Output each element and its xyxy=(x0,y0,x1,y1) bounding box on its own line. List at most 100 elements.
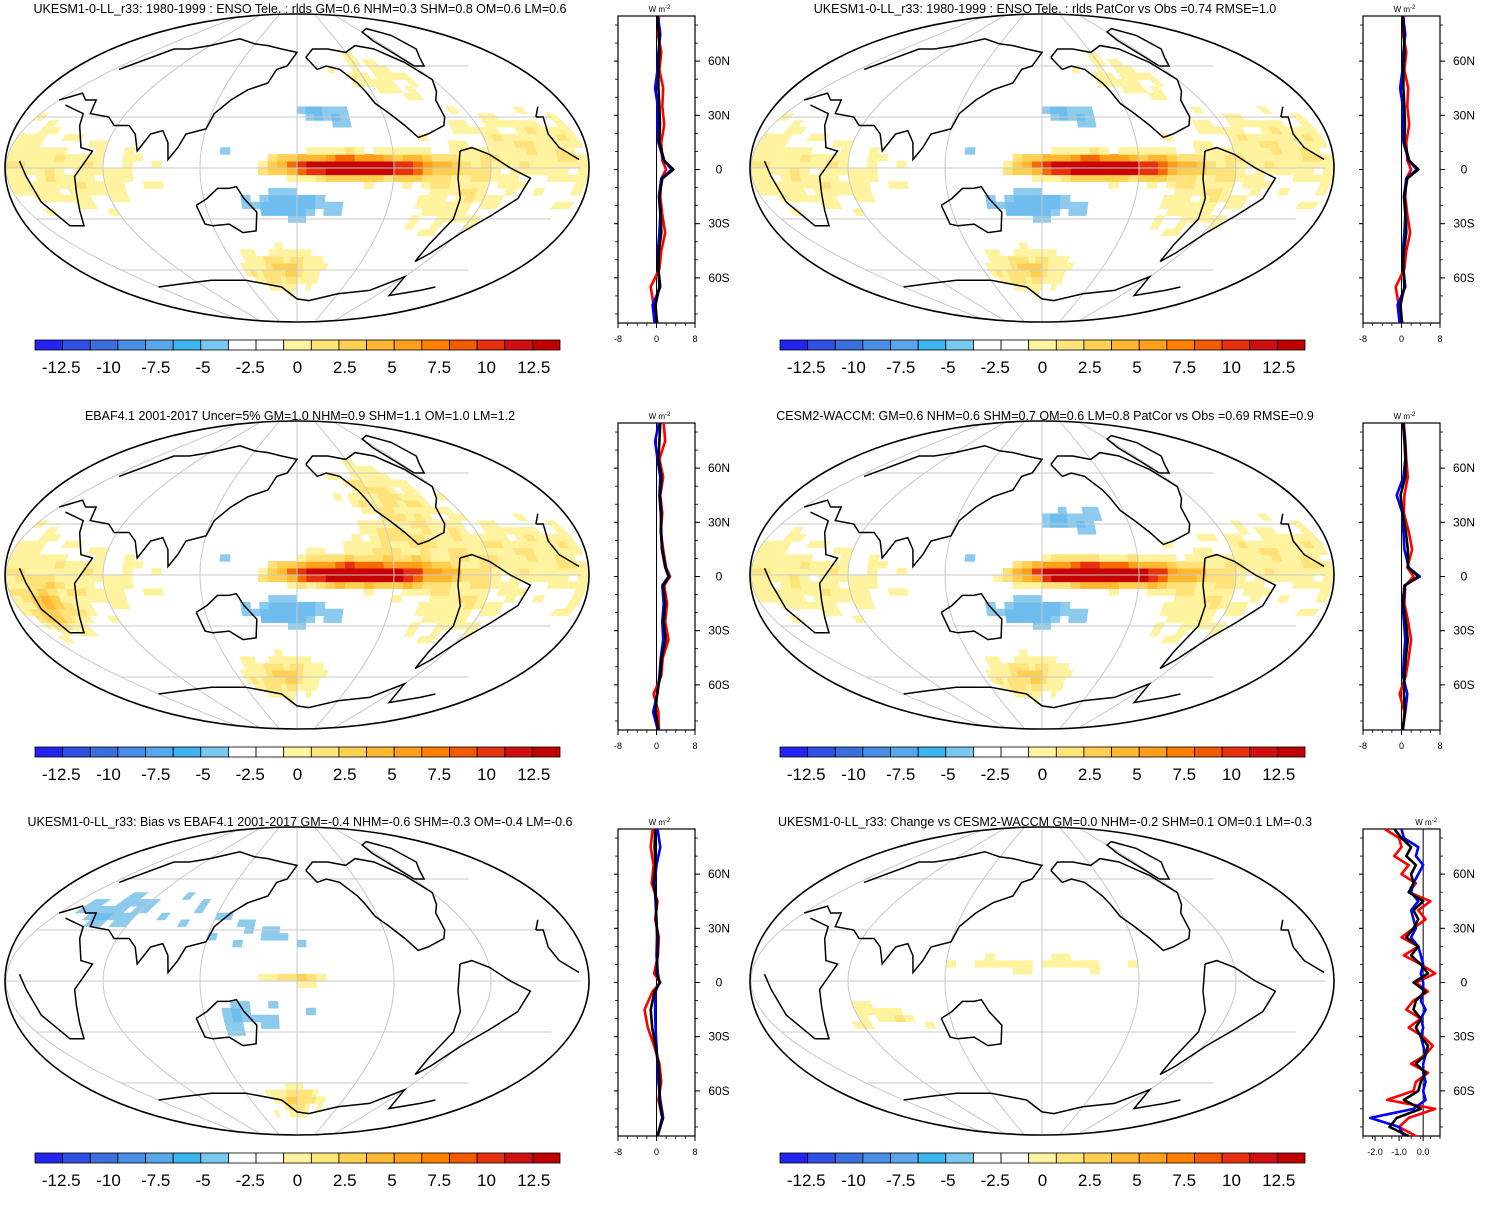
colorbar-box xyxy=(890,1152,919,1164)
colorbar-box xyxy=(1111,746,1140,758)
colorbar: -12.5 -10 -7.5 -5 -2.5 0 2.5 5 7.5 10 12.5 xyxy=(34,339,561,377)
colorbar-label: -12.5 xyxy=(787,765,826,784)
coastlines xyxy=(763,434,1325,709)
y-tick-label: 30N xyxy=(1453,515,1475,529)
map-panel: UKESM1-0-LL_r33: Change vs CESM2-WACCM G… xyxy=(745,813,1485,1208)
colorbar-box xyxy=(973,746,1002,758)
colorbar-box xyxy=(172,339,202,351)
x-tick-label: -8 xyxy=(1359,334,1367,344)
colorbar-box xyxy=(200,339,229,351)
colorbar-label: -7.5 xyxy=(141,358,170,377)
colorbar-box xyxy=(973,339,1002,351)
map xyxy=(749,420,1335,730)
graticule xyxy=(5,14,581,322)
profile-line-red xyxy=(1398,422,1415,731)
panel-title: EBAF4.1 2001-2017 Uncer=5% GM=1.0 NHM=0.… xyxy=(84,409,516,423)
map-frame xyxy=(4,826,590,1136)
y-tick-label: 60N xyxy=(708,867,730,881)
x-tick-label: -8 xyxy=(614,334,622,344)
colorbar-box xyxy=(504,746,533,758)
coastlines xyxy=(18,434,580,709)
colorbar-label: 2.5 xyxy=(333,765,357,784)
colorbar: -12.5 -10 -7.5 -5 -2.5 0 2.5 5 7.5 10 12.5 xyxy=(779,746,1306,784)
colorbar-label: 5 xyxy=(1132,765,1141,784)
colorbar-box xyxy=(145,746,174,758)
colorbar-box xyxy=(393,1152,423,1164)
colorbar-box xyxy=(917,746,947,758)
y-tick-label: 30S xyxy=(708,624,729,638)
y-tick-label: 60S xyxy=(1453,271,1474,285)
colorbar-box xyxy=(1138,339,1168,351)
colorbar-box xyxy=(1276,1152,1306,1164)
colorbar-box xyxy=(145,339,174,351)
colorbar-box xyxy=(504,339,533,351)
map-field xyxy=(5,421,589,729)
colorbar-label: 5 xyxy=(1132,1171,1141,1190)
colorbar-box xyxy=(1166,339,1195,351)
colorbar-box xyxy=(117,746,146,758)
profile-line-blue xyxy=(1395,422,1422,731)
map-frame xyxy=(749,826,1335,1136)
colorbar-box xyxy=(34,746,64,758)
colorbar-label: -10 xyxy=(96,765,121,784)
colorbar-box xyxy=(807,746,836,758)
colorbar-label: -5 xyxy=(195,358,210,377)
colorbar-box xyxy=(310,339,340,351)
y-tick-label: 0 xyxy=(1461,163,1468,177)
colorbar-box xyxy=(89,746,119,758)
colorbar-label: 7.5 xyxy=(427,765,451,784)
colorbar-label: 7.5 xyxy=(1172,358,1196,377)
colorbar-label: -2.5 xyxy=(981,765,1010,784)
coastlines xyxy=(18,840,580,1115)
colorbar-label: 10 xyxy=(477,358,496,377)
colorbar-label: -2.5 xyxy=(236,765,265,784)
colorbar-label: 12.5 xyxy=(517,1171,550,1190)
colorbar-box xyxy=(338,746,367,758)
colorbar-box xyxy=(393,746,423,758)
coastlines xyxy=(763,840,1325,1115)
y-tick-label: 30N xyxy=(708,515,730,529)
colorbar-box xyxy=(1111,1152,1140,1164)
colorbar-box xyxy=(283,1152,312,1164)
graticule xyxy=(750,14,1326,322)
coastlines xyxy=(18,27,580,302)
colorbar-label: -12.5 xyxy=(42,1171,81,1190)
y-tick-label: 0 xyxy=(716,163,723,177)
colorbar-label: -12.5 xyxy=(787,1171,826,1190)
colorbar-box xyxy=(200,746,229,758)
colorbar-box xyxy=(1276,339,1306,351)
colorbar-box xyxy=(973,1152,1002,1164)
y-tick-label: 60S xyxy=(1453,678,1474,692)
colorbar-label: -5 xyxy=(940,1171,955,1190)
colorbar-box xyxy=(89,339,119,351)
colorbar-box xyxy=(1221,339,1251,351)
colorbar-label: -10 xyxy=(96,1171,121,1190)
x-tick-label: 8 xyxy=(1437,741,1442,751)
colorbar-box xyxy=(1055,1152,1085,1164)
colorbar-label: -10 xyxy=(841,1171,866,1190)
colorbar-box xyxy=(34,1152,64,1164)
colorbar-label: 12.5 xyxy=(1262,358,1295,377)
panel-title: CESM2-WACCM: GM=0.6 NHM=0.6 SHM=0.7 OM=0… xyxy=(776,409,1314,423)
panel-title: UKESM1-0-LL_r33: Change vs CESM2-WACCM G… xyxy=(777,815,1313,829)
x-tick-label: 8 xyxy=(692,741,697,751)
colorbar-label: -5 xyxy=(940,765,955,784)
colorbar-label: 10 xyxy=(1222,1171,1241,1190)
zonal-profile: -8 0 8 60N 30N 0 30S 60S W m-2 xyxy=(1359,412,1475,751)
colorbar-box xyxy=(917,339,947,351)
colorbar-box xyxy=(862,746,891,758)
colorbar-box xyxy=(366,746,395,758)
x-tick-label: -1.0 xyxy=(1391,1147,1407,1157)
y-tick-label: 60S xyxy=(708,678,729,692)
profile-line-black xyxy=(1399,422,1420,731)
map-field xyxy=(5,827,589,1135)
colorbar-box xyxy=(393,339,423,351)
colorbar-label: 10 xyxy=(477,1171,496,1190)
colorbar-box xyxy=(1194,746,1223,758)
colorbar-label: -5 xyxy=(195,1171,210,1190)
colorbar-label: -10 xyxy=(841,358,866,377)
units-label: W m-2 xyxy=(649,5,671,14)
colorbar-label: 2.5 xyxy=(1078,765,1102,784)
colorbar-box xyxy=(449,746,478,758)
colorbar-box xyxy=(421,746,450,758)
